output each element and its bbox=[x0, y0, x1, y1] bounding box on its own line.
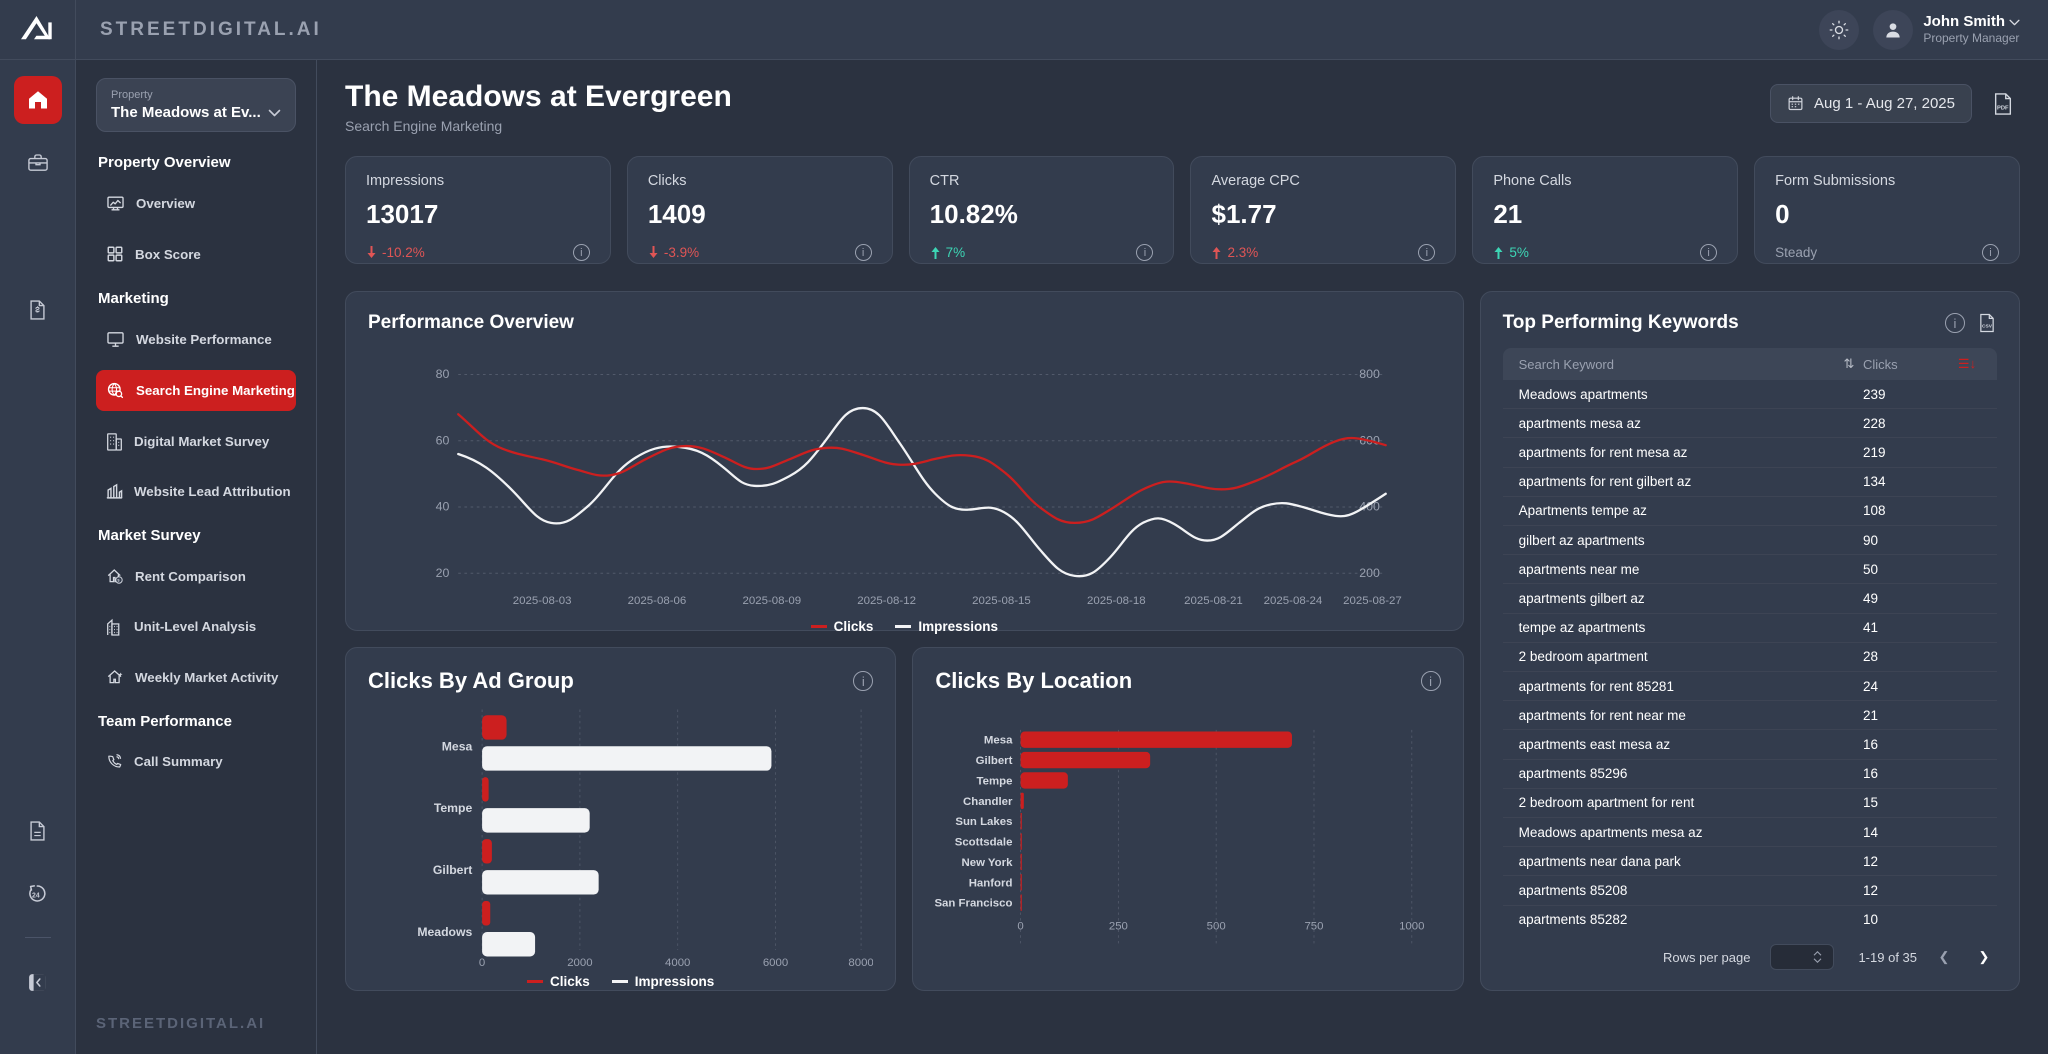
svg-text:0: 0 bbox=[1018, 921, 1024, 933]
svg-text:4000: 4000 bbox=[665, 957, 690, 969]
svg-text:2025-08-09: 2025-08-09 bbox=[742, 595, 801, 607]
svg-text:PDF: PDF bbox=[1997, 105, 2009, 111]
svg-text:40: 40 bbox=[436, 500, 450, 514]
svg-text:2025-08-06: 2025-08-06 bbox=[628, 595, 687, 607]
svg-text:0: 0 bbox=[479, 957, 485, 969]
svg-text:Mesa: Mesa bbox=[442, 739, 473, 753]
svg-text:400: 400 bbox=[1359, 500, 1380, 514]
svg-text:Mesa: Mesa bbox=[984, 735, 1013, 747]
svg-text:60: 60 bbox=[436, 433, 450, 447]
svg-text:Hanford: Hanford bbox=[969, 877, 1013, 889]
svg-text:Scottsdale: Scottsdale bbox=[955, 837, 1013, 849]
svg-text:Sun Lakes: Sun Lakes bbox=[956, 816, 1013, 828]
svg-text:500: 500 bbox=[1207, 921, 1226, 933]
svg-text:200: 200 bbox=[1359, 566, 1380, 580]
svg-text:2025-08-18: 2025-08-18 bbox=[1087, 595, 1146, 607]
svg-text:CSV: CSV bbox=[1982, 324, 1993, 330]
svg-text:San Francisco: San Francisco bbox=[935, 898, 1012, 910]
svg-text:800: 800 bbox=[1359, 367, 1380, 381]
svg-text:Tempe: Tempe bbox=[434, 801, 473, 815]
svg-text:New York: New York bbox=[962, 857, 1014, 869]
svg-text:2025-08-03: 2025-08-03 bbox=[513, 595, 572, 607]
svg-text:Meadows: Meadows bbox=[417, 925, 472, 939]
svg-text:Tempe: Tempe bbox=[977, 776, 1013, 788]
svg-text:20: 20 bbox=[436, 566, 450, 580]
svg-text:2025-08-27: 2025-08-27 bbox=[1343, 595, 1402, 607]
svg-text:2025-08-21: 2025-08-21 bbox=[1184, 595, 1243, 607]
svg-text:Gilbert: Gilbert bbox=[976, 755, 1013, 767]
svg-text:24: 24 bbox=[32, 892, 40, 899]
svg-text:Chandler: Chandler bbox=[963, 796, 1013, 808]
svg-text:8000: 8000 bbox=[848, 957, 873, 969]
svg-text:2025-08-12: 2025-08-12 bbox=[857, 595, 916, 607]
svg-text:6000: 6000 bbox=[763, 957, 788, 969]
svg-text:2025-08-15: 2025-08-15 bbox=[972, 595, 1031, 607]
svg-text:2025-08-24: 2025-08-24 bbox=[1264, 595, 1323, 607]
svg-text:1000: 1000 bbox=[1399, 921, 1424, 933]
svg-text:Gilbert: Gilbert bbox=[433, 863, 472, 877]
svg-text:250: 250 bbox=[1109, 921, 1128, 933]
svg-text:80: 80 bbox=[436, 367, 450, 381]
svg-text:750: 750 bbox=[1305, 921, 1324, 933]
svg-text:2000: 2000 bbox=[567, 957, 592, 969]
